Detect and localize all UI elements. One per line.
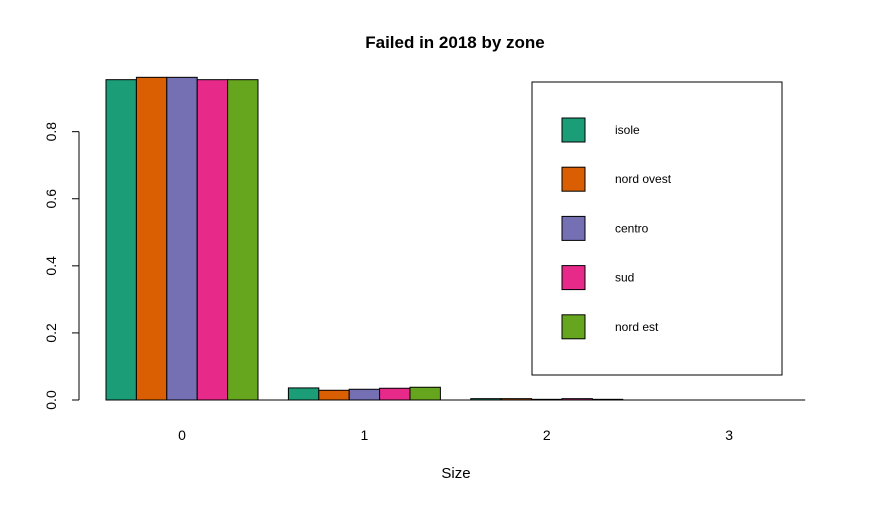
bar-isole-size-0 — [105, 79, 137, 401]
bar-nord-ovest-size-2 — [500, 398, 533, 401]
legend-swatch-isole — [561, 117, 586, 143]
x-tick-label: 2 — [543, 427, 551, 443]
bar-isole-size-1 — [287, 387, 320, 401]
legend-label-sud: sud — [615, 271, 634, 285]
y-axis: 0.0 0.2 0.4 0.6 0.8 — [43, 122, 80, 410]
bar-isole-size-2 — [470, 398, 502, 401]
y-tick-label: 0.4 — [43, 256, 59, 276]
bar-sud-size-0 — [196, 79, 229, 401]
bar-sud-size-1 — [379, 387, 411, 401]
bars-group — [105, 76, 806, 401]
bar-centro-size-0 — [166, 76, 198, 401]
legend-swatch-nord-est — [561, 314, 586, 340]
legend-label-isole: isole — [615, 123, 640, 137]
x-tick-label: 1 — [361, 427, 369, 443]
bar-centro-size-1 — [348, 388, 381, 401]
x-tick-label: 3 — [725, 427, 733, 443]
y-tick-label: 0.8 — [43, 122, 59, 142]
legend-swatch-sud — [561, 265, 586, 291]
bar-nord-ovest-size-0 — [135, 76, 168, 401]
bar-nord-est-size-2 — [591, 398, 624, 401]
legend: isole nord ovest centro sud nord est — [531, 81, 783, 376]
bar-sud-size-2 — [561, 398, 593, 401]
legend-label-centro: centro — [615, 221, 649, 235]
x-tick-label: 0 — [178, 427, 186, 443]
y-tick-label: 0.6 — [43, 189, 59, 209]
bar-centro-size-2 — [531, 398, 563, 401]
legend-label-nord-est: nord est — [615, 320, 659, 334]
y-tick-label: 0.0 — [43, 390, 59, 410]
x-axis-label: Size — [441, 465, 470, 482]
bar-nord-est-size-0 — [227, 79, 259, 401]
bar-nord-ovest-size-1 — [318, 389, 350, 401]
y-tick-label: 0.2 — [43, 323, 59, 343]
bar-nord-est-size-1 — [409, 386, 441, 401]
legend-label-nord-ovest: nord ovest — [615, 172, 672, 186]
legend-swatch-centro — [561, 215, 586, 241]
x-axis: 0 1 2 3 — [178, 427, 733, 443]
chart-title: Failed in 2018 by zone — [365, 33, 545, 52]
legend-swatch-nord-ovest — [561, 166, 586, 192]
